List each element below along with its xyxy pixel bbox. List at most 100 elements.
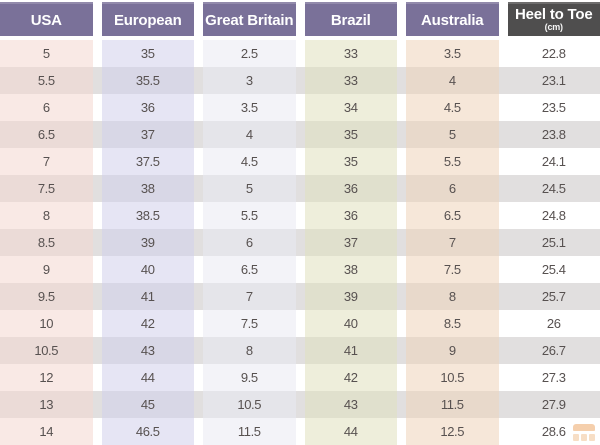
table-cell-australia: 4 <box>406 67 499 94</box>
column-header-label: European <box>113 11 182 29</box>
table-cell-european: 35.5 <box>101 67 194 94</box>
table-cell-australia: 6.5 <box>406 202 499 229</box>
table-cell-usa: 5 <box>0 40 93 67</box>
table-cell-european: 36 <box>101 94 194 121</box>
table-cell-great_britain: 3 <box>203 67 296 94</box>
table-cell-heel_to_toe: 25.1 <box>541 235 566 250</box>
table-cell-great_britain: 5.5 <box>203 202 296 229</box>
table-cell-usa: 12 <box>0 364 93 391</box>
table-cell-brazil: 36 <box>304 202 397 229</box>
table-cell-brazil: 39 <box>304 283 397 310</box>
table-cell-european: 40 <box>101 256 194 283</box>
table-cell-heel_to_toe: 25.7 <box>541 289 566 304</box>
table-header-row: USA European Great Britain Brazil Austra… <box>0 0 600 36</box>
table-cell-great_britain: 4.5 <box>203 148 296 175</box>
table-cell-brazil: 41 <box>304 337 397 364</box>
table-row: 5.5 35.5 3 33 4 23.1 <box>0 67 600 94</box>
watermark-logo-bar <box>573 424 595 431</box>
table-cell-brazil: 44 <box>304 418 397 445</box>
table-cell-heel_to_toe: 28.6 <box>541 424 566 439</box>
table-cell-australia: 7 <box>406 229 499 256</box>
table-cell-usa: 9.5 <box>0 283 93 310</box>
table-cell-brazil: 42 <box>304 364 397 391</box>
table-row: 10.5 43 8 41 9 26.7 <box>0 337 600 364</box>
table-cell-european: 37 <box>101 121 194 148</box>
table-cell-australia: 5 <box>406 121 499 148</box>
table-cell-brazil: 33 <box>304 40 397 67</box>
table-cell-usa: 8 <box>0 202 93 229</box>
table-cell-australia: 6 <box>406 175 499 202</box>
table-cell-great_britain: 6 <box>203 229 296 256</box>
table-cell-brazil: 37 <box>304 229 397 256</box>
table-cell-heel_to_toe: 27.3 <box>541 370 566 385</box>
column-header-label: Brazil <box>330 11 371 29</box>
table-cell-heel_to_toe: 26.7 <box>541 343 566 358</box>
column-header-usa: USA <box>0 2 93 36</box>
table-cell-great_britain: 6.5 <box>203 256 296 283</box>
table-cell-usa: 10 <box>0 310 93 337</box>
table-cell-usa: 6 <box>0 94 93 121</box>
table-cell-great_britain: 7 <box>203 283 296 310</box>
table-cell-european: 38.5 <box>101 202 194 229</box>
table-cell-australia: 4.5 <box>406 94 499 121</box>
table-cell-usa: 6.5 <box>0 121 93 148</box>
column-header-brazil: Brazil <box>304 2 397 36</box>
table-cell-usa: 14 <box>0 418 93 445</box>
table-row: 10 42 7.5 40 8.5 26 <box>0 310 600 337</box>
table-cell-european: 37.5 <box>101 148 194 175</box>
table-cell-heel_to_toe: 23.5 <box>541 100 566 115</box>
column-header-label: Heel to Toe <box>514 6 593 24</box>
table-cell-european: 46.5 <box>101 418 194 445</box>
table-cell-great_britain: 9.5 <box>203 364 296 391</box>
table-cell-australia: 9 <box>406 337 499 364</box>
column-header-great-britain: Great Britain <box>203 2 296 36</box>
table-cell-heel_to_toe: 23.8 <box>541 127 566 142</box>
table-cell-heel_to_toe: 24.1 <box>541 154 566 169</box>
table-cell-heel_to_toe: 23.1 <box>541 73 566 88</box>
table-cell-brazil: 33 <box>304 67 397 94</box>
table-cell-great_britain: 2.5 <box>203 40 296 67</box>
table-cell-heel_to_toe: 24.5 <box>541 181 566 196</box>
table-cell-australia: 10.5 <box>406 364 499 391</box>
table-cell-european: 41 <box>101 283 194 310</box>
table-cell-australia: 11.5 <box>406 391 499 418</box>
table-row: 9 40 6.5 38 7.5 25.4 <box>0 256 600 283</box>
table-cell-brazil: 38 <box>304 256 397 283</box>
column-header-label: Australia <box>421 11 484 29</box>
table-cell-brazil: 35 <box>304 148 397 175</box>
column-header-label: USA <box>30 11 62 29</box>
table-row: 6 36 3.5 34 4.5 23.5 <box>0 94 600 121</box>
table-cell-brazil: 34 <box>304 94 397 121</box>
table-body: 5 35 2.5 33 3.5 22.8 5.5 35.5 3 33 4 23.1 6 36 3.5 34 4.… <box>0 40 600 445</box>
column-header-heel-to-toe: Heel to Toe (cm) <box>507 2 600 36</box>
table-cell-european: 43 <box>101 337 194 364</box>
table-cell-usa: 7 <box>0 148 93 175</box>
table-cell-brazil: 43 <box>304 391 397 418</box>
table-row: 14 46.5 11.5 44 12.5 28.6 <box>0 418 600 445</box>
table-row: 8 38.5 5.5 36 6.5 24.8 <box>0 202 600 229</box>
watermark-logo-squares <box>573 434 595 441</box>
table-cell-usa: 5.5 <box>0 67 93 94</box>
table-cell-brazil: 35 <box>304 121 397 148</box>
table-cell-heel_to_toe: 25.4 <box>541 262 566 277</box>
table-cell-great_britain: 4 <box>203 121 296 148</box>
table-cell-great_britain: 3.5 <box>203 94 296 121</box>
table-cell-heel_to_toe: 24.8 <box>541 208 566 223</box>
table-cell-usa: 7.5 <box>0 175 93 202</box>
column-header-australia: Australia <box>406 2 499 36</box>
table-cell-australia: 5.5 <box>406 148 499 175</box>
table-row: 13 45 10.5 43 11.5 27.9 <box>0 391 600 418</box>
table-cell-australia: 12.5 <box>406 418 499 445</box>
table-cell-european: 44 <box>101 364 194 391</box>
table-cell-european: 45 <box>101 391 194 418</box>
table-row: 7.5 38 5 36 6 24.5 <box>0 175 600 202</box>
table-row: 12 44 9.5 42 10.5 27.3 <box>0 364 600 391</box>
table-cell-european: 38 <box>101 175 194 202</box>
table-cell-brazil: 36 <box>304 175 397 202</box>
table-cell-european: 39 <box>101 229 194 256</box>
table-cell-heel_to_toe: 27.9 <box>541 397 566 412</box>
column-header-unit-label: (cm) <box>544 22 563 33</box>
table-cell-heel_to_toe: 22.8 <box>541 46 566 61</box>
table-cell-great_britain: 5 <box>203 175 296 202</box>
